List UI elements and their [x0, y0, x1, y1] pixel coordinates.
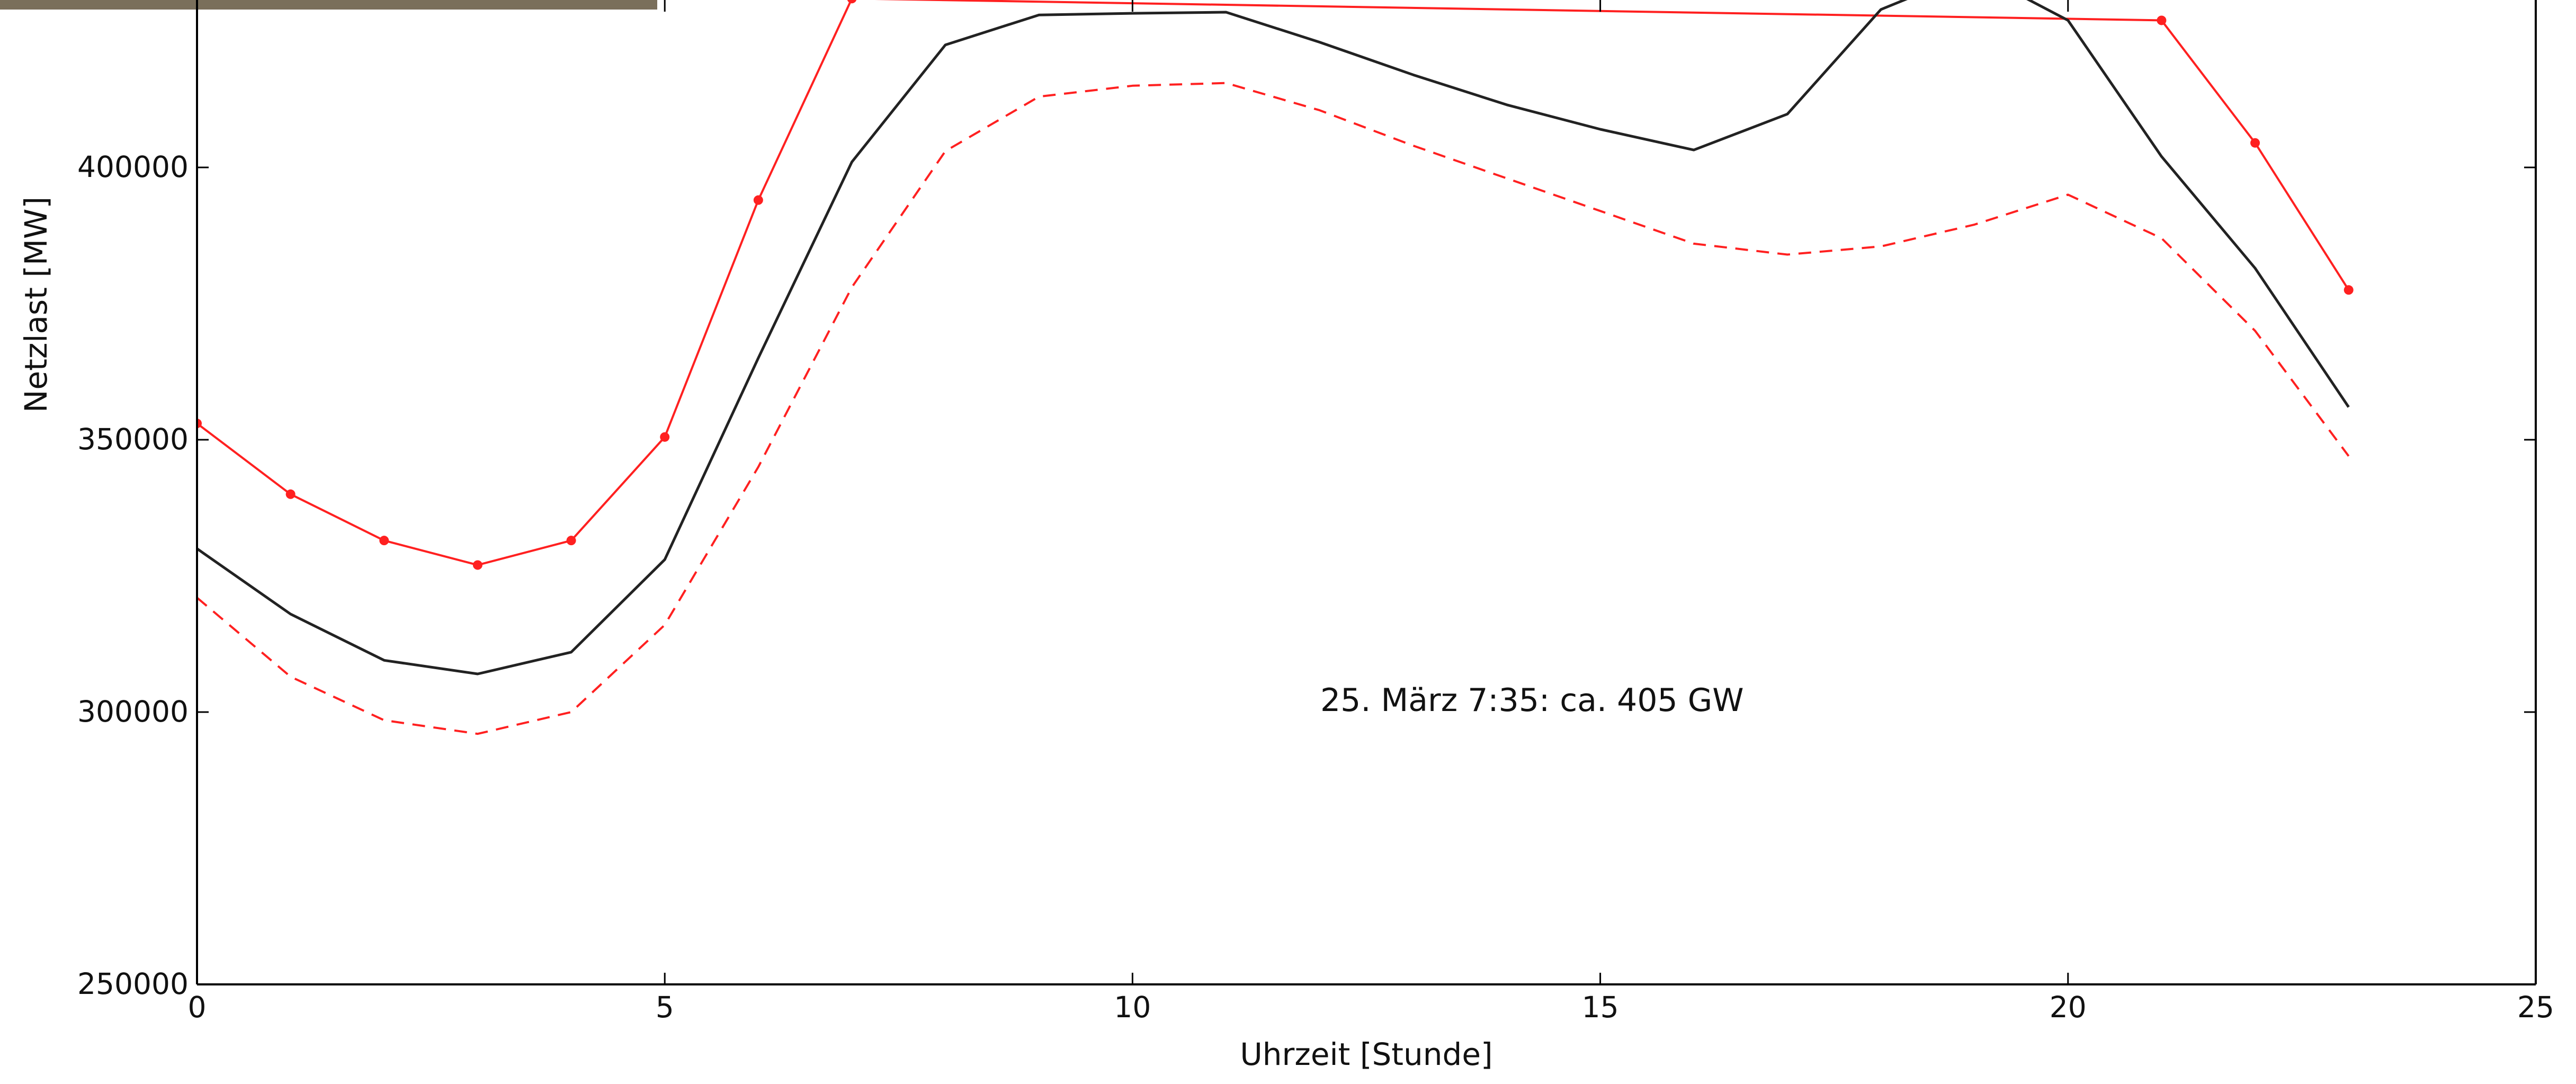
ticks-layer: 0 5 10 15 20 25 250000 300000 350000 400000: [77, 0, 2554, 1024]
series-1-marker: [566, 536, 576, 546]
x-tick-label: 10: [1114, 990, 1151, 1024]
peak-annotation: 25. März 7:35: ca. 405 GW: [1320, 682, 1744, 719]
series-layer: [197, 0, 2354, 735]
x-tick-label: 0: [188, 990, 207, 1024]
axes-layer: [196, 0, 2537, 985]
x-tick-label: 25: [2517, 990, 2554, 1024]
y-axis-label: Netzlast [MW]: [18, 197, 54, 413]
x-tick-label: 15: [1582, 990, 1619, 1024]
x-tick-label: 5: [656, 990, 674, 1024]
y-tick-label: 400000: [77, 150, 189, 184]
series-1-marker: [753, 195, 763, 205]
series-1-marker: [2344, 285, 2354, 295]
y-tick-label: 250000: [77, 967, 189, 1001]
series-1-marker: [660, 432, 670, 442]
x-axis-label: Uhrzeit [Stunde]: [1240, 1036, 1492, 1072]
y-tick-label: 300000: [77, 695, 189, 728]
series-1-marker: [2250, 138, 2260, 148]
series-line-2: [197, 0, 2350, 676]
inset-image-fragment: [0, 0, 657, 10]
x-tick-label: 20: [2050, 990, 2087, 1024]
series-1-marker: [2157, 15, 2167, 25]
series-1-marker: [197, 419, 202, 429]
series-1-marker: [472, 560, 482, 570]
series-line-3: [197, 82, 2350, 735]
y-tick-label: 350000: [77, 422, 189, 456]
series-1-marker: [847, 0, 857, 4]
series-1-marker: [379, 536, 389, 546]
series-line-1: [197, 0, 2350, 566]
series-1-marker: [285, 489, 296, 499]
